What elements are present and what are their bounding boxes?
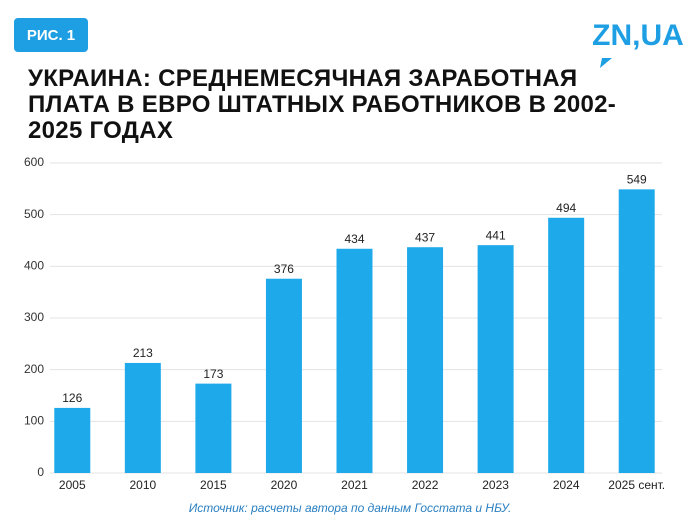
bar	[618, 189, 655, 473]
bar	[195, 383, 232, 473]
x-tick-label: 2020	[271, 478, 298, 492]
value-label: 549	[627, 173, 647, 187]
logo: ZN,UA	[592, 19, 684, 52]
x-tick-label: 2010	[129, 478, 156, 492]
value-label: 441	[486, 228, 506, 242]
y-tick-label: 300	[24, 310, 44, 324]
y-tick-label: 100	[24, 414, 44, 428]
value-label: 437	[415, 230, 435, 244]
source: Источник: расчеты автора по данным Госст…	[189, 501, 512, 515]
x-tick-label: 2021	[341, 478, 368, 492]
y-tick-label: 200	[24, 362, 44, 376]
value-label: 173	[203, 367, 223, 381]
value-label: 434	[344, 232, 364, 246]
chart-title: УКРАИНА: СРЕДНЕМЕСЯЧНАЯ ЗАРАБОТНАЯ ПЛАТА…	[28, 65, 617, 144]
bar	[54, 407, 91, 473]
bar	[124, 362, 161, 473]
value-label: 213	[133, 346, 153, 360]
bar	[548, 217, 585, 473]
y-tick-label: 400	[24, 259, 44, 273]
bar	[407, 247, 444, 473]
logo-tail	[600, 58, 612, 68]
y-tick-label: 600	[24, 155, 44, 169]
x-tick-label: 2023	[482, 478, 509, 492]
x-tick-label: 2024	[553, 478, 580, 492]
value-label: 494	[556, 201, 576, 215]
x-tick-label: 2015	[200, 478, 227, 492]
value-label: 376	[274, 262, 294, 276]
x-tick-label: 2022	[412, 478, 439, 492]
bar	[336, 248, 373, 473]
x-tick-label: 2005	[59, 478, 86, 492]
x-tick-label: 2025 сент.	[608, 478, 665, 492]
badge: РИС. 1	[27, 27, 75, 44]
bar	[265, 278, 302, 473]
y-tick-label: 0	[37, 465, 44, 479]
badge-bg	[14, 18, 88, 52]
value-label: 126	[62, 391, 82, 405]
bar	[477, 245, 514, 473]
y-tick-label: 500	[24, 207, 44, 221]
